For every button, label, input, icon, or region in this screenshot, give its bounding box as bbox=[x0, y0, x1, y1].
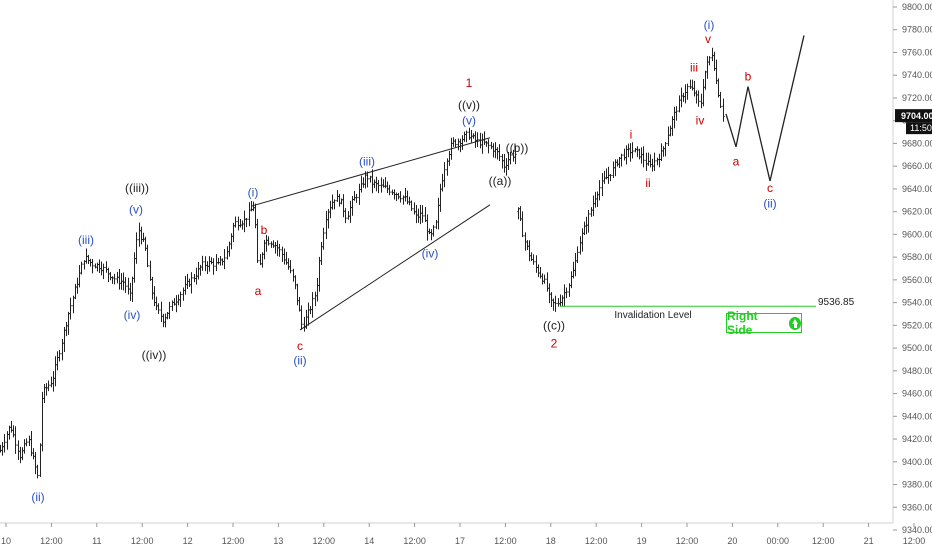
time-tick-label: 14 bbox=[364, 536, 374, 546]
time-tick-label: 12:00 bbox=[403, 536, 426, 546]
time-tick-label: 13 bbox=[273, 536, 283, 546]
price-tick-label: 9640.00 bbox=[902, 184, 932, 194]
time-tick-label: 12:00 bbox=[903, 536, 926, 546]
wave-label: ((iii)) bbox=[125, 181, 149, 195]
time-tick-label: 12:00 bbox=[40, 536, 63, 546]
time-tick-label: 10 bbox=[1, 536, 11, 546]
price-tick-label: 9500.00 bbox=[902, 343, 932, 353]
price-tick-label: 9380.00 bbox=[902, 480, 932, 490]
wave-label: (v) bbox=[462, 114, 476, 128]
price-tick-label: 9420.00 bbox=[902, 434, 932, 444]
wave-label: b bbox=[261, 223, 268, 237]
arrow-up-icon bbox=[788, 316, 801, 330]
wave-label: (ii) bbox=[763, 197, 776, 211]
wave-label: (iii) bbox=[359, 155, 375, 169]
price-tick-label: 9620.00 bbox=[902, 207, 932, 217]
price-tick-label: 9360.00 bbox=[902, 502, 932, 512]
wave-label: (ii) bbox=[31, 490, 44, 504]
wave-label: (iii) bbox=[78, 233, 94, 247]
price-tick-label: 9680.00 bbox=[902, 138, 932, 148]
wave-label: c bbox=[767, 181, 773, 195]
price-tick-label: 9520.00 bbox=[902, 320, 932, 330]
wave-label: 1 bbox=[466, 76, 473, 90]
wave-label: c bbox=[297, 339, 303, 353]
price-tick-label: 9400.00 bbox=[902, 457, 932, 467]
wave-label: 2 bbox=[551, 337, 558, 351]
wave-labels: (ii)(iii)(iv)(v)((iii))((iv))(i)bac(ii)(… bbox=[31, 18, 776, 504]
time-axis: 10 12:00 11 12:00 12 12:00 13 12:00 14 12:00 17 12:… bbox=[1, 523, 925, 546]
invalidation-value: 9536.85 bbox=[818, 297, 855, 308]
countdown-value: 11:50 bbox=[910, 123, 932, 133]
wave-label: ((v)) bbox=[458, 98, 480, 112]
wave-label: ((iv)) bbox=[142, 348, 167, 362]
price-tick-label: 9580.00 bbox=[902, 252, 932, 262]
projection-line bbox=[725, 35, 805, 182]
price-tick-label: 9480.00 bbox=[902, 366, 932, 376]
time-tick-label: 12:00 bbox=[585, 536, 608, 546]
wave-label: a bbox=[255, 284, 262, 298]
wave-label: (ii) bbox=[293, 354, 306, 368]
countdown-tag bbox=[906, 122, 932, 135]
time-tick-label: 12:00 bbox=[222, 536, 245, 546]
wave-label: (iv) bbox=[422, 247, 439, 261]
wave-label: (v) bbox=[129, 202, 143, 216]
price-tick-label: 9460.00 bbox=[902, 389, 932, 399]
price-tick-label: 9760.00 bbox=[902, 47, 932, 57]
time-tick-label: 12:00 bbox=[494, 536, 517, 546]
invalidation-level: Invalidation Level 9536.85 bbox=[560, 297, 855, 321]
price-tick-label: 9720.00 bbox=[902, 93, 932, 103]
wave-label: i bbox=[630, 127, 633, 141]
wave-label: (iv) bbox=[124, 308, 141, 322]
price-axis-panel bbox=[893, 0, 932, 550]
wave-label: a bbox=[733, 155, 740, 169]
price-bars bbox=[0, 47, 725, 479]
time-tick-label: 12:00 bbox=[812, 536, 835, 546]
wedge-trendline bbox=[251, 137, 491, 207]
wave-label: b bbox=[745, 69, 752, 83]
wedge-lines bbox=[251, 137, 491, 331]
wave-label: iv bbox=[696, 114, 705, 128]
price-tick-label: 9560.00 bbox=[902, 275, 932, 285]
price-tick-label: 9600.00 bbox=[902, 229, 932, 239]
wave-label: ii bbox=[645, 176, 650, 190]
time-tick-label: 18 bbox=[546, 536, 556, 546]
time-tick-label: 20 bbox=[727, 536, 737, 546]
time-tick-label: 19 bbox=[637, 536, 647, 546]
invalidation-label: Invalidation Level bbox=[614, 310, 691, 321]
last-price-tag bbox=[895, 109, 932, 123]
price-tick-label: 9340.00 bbox=[902, 525, 932, 535]
price-tick-label: 9780.00 bbox=[902, 25, 932, 35]
price-tick-label: 9540.00 bbox=[902, 298, 932, 308]
wave-label: (i) bbox=[704, 18, 715, 32]
time-tick-label: 11 bbox=[92, 536, 101, 546]
time-tick-label: 12:00 bbox=[676, 536, 699, 546]
projection-path bbox=[725, 35, 805, 182]
time-tick-label: 00:00 bbox=[767, 536, 790, 546]
time-tick-label: 12:00 bbox=[131, 536, 154, 546]
time-tick-label: 12:00 bbox=[313, 536, 336, 546]
right-side-badge: Right Side bbox=[726, 309, 802, 337]
time-tick-label: 12 bbox=[183, 536, 193, 546]
price-tick-label: 9440.00 bbox=[902, 411, 932, 421]
wave-label: iii bbox=[690, 60, 698, 74]
wave-label: v bbox=[705, 32, 711, 46]
wave-label: ((c)) bbox=[543, 318, 565, 332]
wave-label: ((b)) bbox=[506, 141, 529, 155]
price-tick-label: 9660.00 bbox=[902, 161, 932, 171]
last-price-value: 9704.00 bbox=[901, 111, 932, 121]
right-side-text: Right Side bbox=[727, 309, 758, 337]
wave-label: ((a)) bbox=[489, 174, 512, 188]
price-tick-label: 9800.00 bbox=[902, 2, 932, 12]
wave-label: (i) bbox=[248, 185, 259, 199]
time-tick-label: 21 bbox=[864, 536, 874, 546]
wedge-trendline bbox=[299, 204, 491, 331]
time-tick-label: 17 bbox=[455, 536, 465, 546]
price-tick-label: 9740.00 bbox=[902, 70, 932, 80]
